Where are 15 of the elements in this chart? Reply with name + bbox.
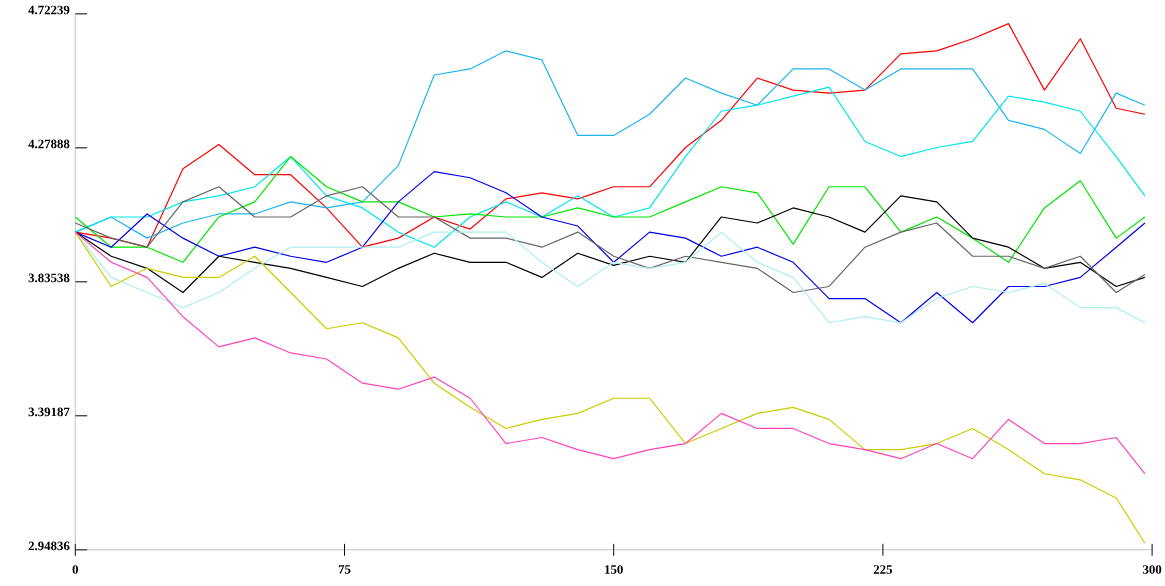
y-tick-label: 4.72239 bbox=[28, 5, 70, 15]
x-tick-label: 150 bbox=[605, 564, 623, 574]
line-series bbox=[74, 170, 1146, 324]
y-tick-label: 4.27888 bbox=[28, 139, 70, 149]
line-series bbox=[74, 86, 1146, 248]
x-tick-label: 0 bbox=[72, 564, 79, 574]
y-tick-label: 3.39187 bbox=[28, 407, 70, 417]
line-series bbox=[74, 231, 1146, 475]
line-series bbox=[74, 155, 1146, 263]
y-tick-label: 2.94836 bbox=[28, 541, 70, 551]
x-tick-label: 300 bbox=[1142, 564, 1162, 574]
line-series bbox=[74, 231, 1146, 544]
y-tick-label: 3.83538 bbox=[28, 273, 70, 283]
x-tick-label: 225 bbox=[873, 564, 893, 574]
x-tick-label: 75 bbox=[338, 564, 351, 574]
